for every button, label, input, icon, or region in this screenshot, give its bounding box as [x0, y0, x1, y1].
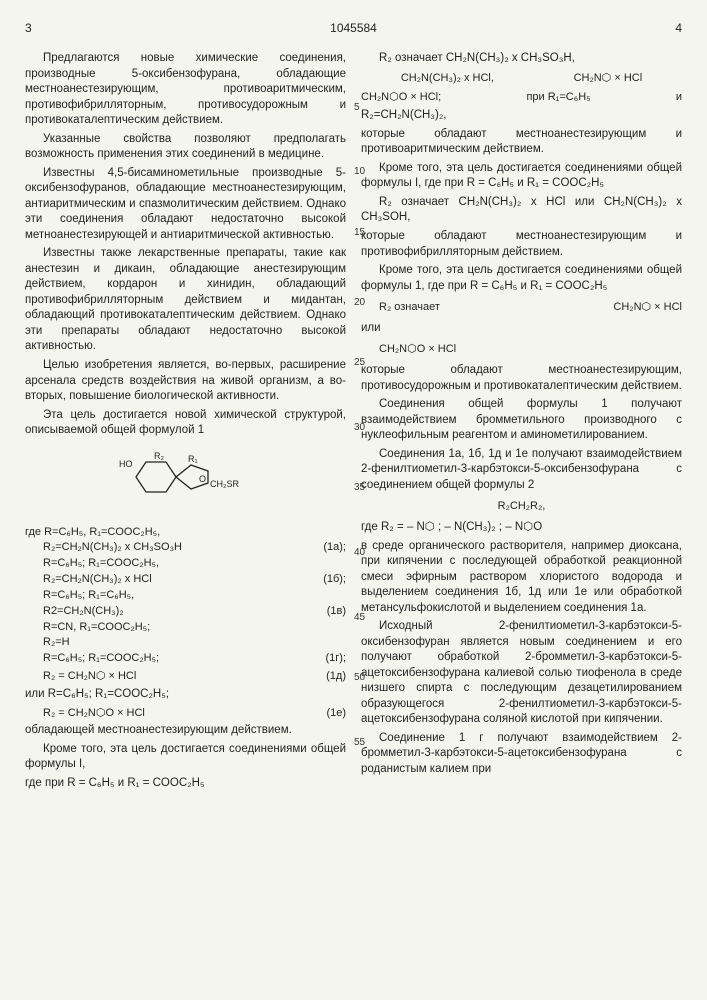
para: Кроме того, эта цель достигается соедине…	[361, 161, 682, 192]
svg-text:O: O	[199, 474, 206, 484]
para: Известны также лекарственные препараты, …	[25, 246, 346, 355]
page-header: 3 1045584 4	[25, 20, 682, 36]
para: где при R = C₆H₅ и R₁ = COOC₂H₅	[25, 776, 346, 792]
formula-2: R₂CH₂R₂,	[361, 499, 682, 514]
formula-2-where: где R₂ = – N⬡ ; – N(CH₃)₂ ; – N⬡O	[361, 520, 682, 536]
line-number: 40	[354, 546, 365, 560]
svg-text:R₁: R₁	[188, 454, 198, 464]
para: которые обладают местноанестезирующим, п…	[361, 363, 682, 394]
formula-row-2: CH₂N⬡O × HCl; при R₁=C₆H₅ и	[361, 90, 682, 105]
line-number: 15	[354, 226, 365, 240]
r2-val2: CH₂N⬡O × HCl	[379, 342, 682, 357]
para: Указанные свойства позволяют предполагат…	[25, 132, 346, 163]
para: обладающей местноанестезирующим действие…	[25, 723, 346, 739]
right-column: 5 10 15 20 25 30 35 40 45 50 55 R₂ означ…	[361, 51, 682, 794]
para: Исходный 2-фенилтиометил-3-карбэтокси-5-…	[361, 619, 682, 728]
formula-row-3: R₂=CH₂N(CH₃)₂,	[361, 108, 682, 124]
line-number: 50	[354, 671, 365, 685]
para: Соединения общей формулы 1 получают взаи…	[361, 397, 682, 444]
para: Кроме того, эта цель достигается соедине…	[25, 742, 346, 773]
para: в среде органического растворителя, напр…	[361, 539, 682, 617]
left-column: Предлагаются новые химические соединения…	[25, 51, 346, 794]
para: которые обладают местноанестезирующим и …	[361, 229, 682, 260]
formula-list: где R=C₆H₅, R₁=COOC₂H₅, R₂=CH₂N(CH₃)₂ x …	[43, 525, 346, 667]
r2-means: R₂ означает CH₂N(CH₃)₂ x CH₃SO₃H,	[361, 51, 682, 67]
para: Целью изобретения является, во-первых, р…	[25, 358, 346, 405]
para: R₂ означает CH₂N(CH₃)₂ x HCl или CH₂N(CH…	[361, 195, 682, 226]
line-number: 30	[354, 421, 365, 435]
where-r: где R=C₆H₅, R₁=COOC₂H₅,	[25, 525, 346, 540]
para: Эта цель достигается новой химической ст…	[25, 408, 346, 439]
f1e-pre: или R=C₆H₅; R₁=COOC₂H₅;	[25, 687, 346, 703]
structural-formula-1: HO R₂ R₁ O CH₂SR	[25, 447, 346, 517]
line-number: 45	[354, 611, 365, 625]
para: которые обладают местноанестезирующим и …	[361, 127, 682, 158]
svg-text:HO: HO	[119, 459, 133, 469]
doc-number: 1045584	[330, 20, 377, 36]
formula-1d: R₂ = CH₂N⬡ × HCl (1д)	[43, 669, 346, 684]
r2-means-row: R₂ означает CH₂N⬡ × HCl	[361, 300, 682, 315]
formula-row-1: CH₂N(CH₃)₂ x HCl, CH₂N⬡ × HCl	[361, 71, 682, 86]
content-columns: Предлагаются новые химические соединения…	[25, 51, 682, 794]
svg-text:CH₂SR: CH₂SR	[210, 479, 239, 489]
line-number: 5	[354, 101, 360, 115]
para: Известны 4,5-бисаминометильные производн…	[25, 166, 346, 244]
line-number: 25	[354, 356, 365, 370]
line-number: 10	[354, 165, 365, 179]
para: Кроме того, эта цель достигается соедине…	[361, 263, 682, 294]
line-number: 20	[354, 296, 365, 310]
line-number: 35	[354, 481, 365, 495]
para: Предлагаются новые химические соединения…	[25, 51, 346, 129]
col-num-left: 3	[25, 20, 32, 36]
formula-1e: R₂ = CH₂N⬡O × HCl (1е)	[43, 706, 346, 721]
para: Соединение 1 г получают взаимодействием …	[361, 731, 682, 778]
line-number: 55	[354, 736, 365, 750]
col-num-right: 4	[675, 20, 682, 36]
svg-text:R₂: R₂	[154, 451, 164, 461]
para: Соединения 1а, 1б, 1д и 1е получают взаи…	[361, 447, 682, 494]
